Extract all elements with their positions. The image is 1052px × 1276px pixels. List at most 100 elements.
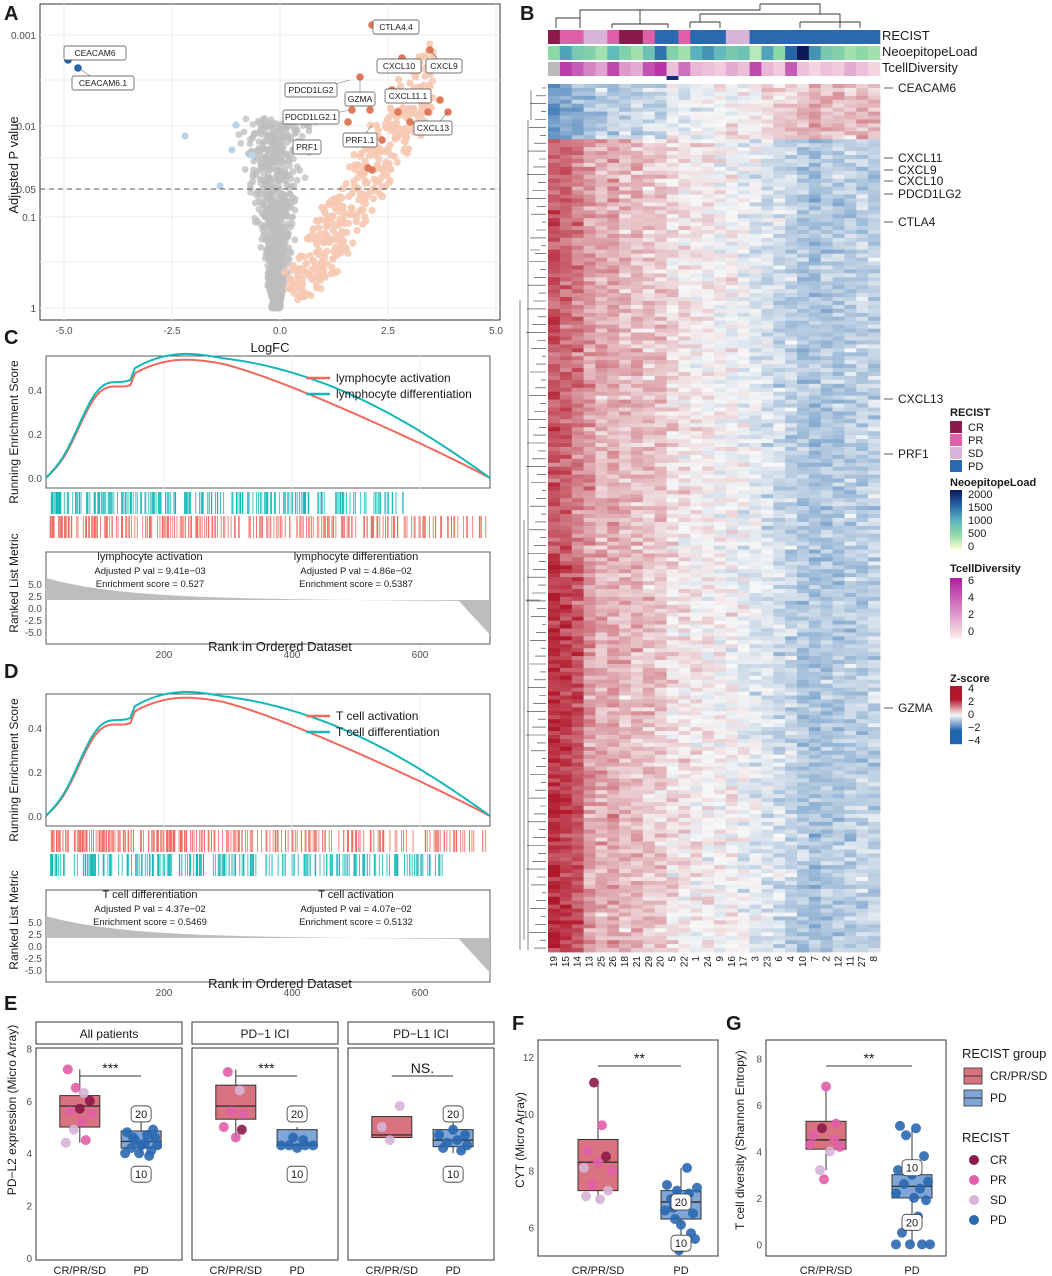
heatmap-cell [820,364,833,369]
heatmap-cell [666,486,679,491]
heatmap-cell [607,557,620,562]
heatmap-cell [761,304,774,310]
gene-label: CXCL13 [417,123,449,133]
heatmap-cell [642,119,656,124]
heatmap-cell [666,155,679,160]
heatmap-cell [749,198,762,203]
heatmap-cell [631,419,644,424]
heatmap-cell [737,407,750,412]
heatmap-cell [690,364,703,369]
heatmap-cell [559,443,573,448]
heatmap-cell [749,458,762,464]
heatmap-cell [690,415,703,420]
heatmap-cell [749,360,762,365]
heatmap-cell [607,182,620,187]
heatmap-cell [868,241,881,247]
heatmap-cell [678,474,691,479]
point-up-light [322,222,330,231]
heatmap-cell [642,107,656,113]
heatmap-cell [820,99,833,105]
heatmap-cell [797,210,810,215]
heatmap-cell [844,427,857,432]
heatmap-cell [690,379,703,385]
heatmap-cell [737,510,750,515]
heatmap-cell [678,226,691,231]
heatmap-cell [619,379,632,385]
heatmap-cell [631,257,644,262]
heatmap-cell [559,372,573,377]
heatmap-cell [678,352,691,357]
heatmap-cell [749,155,762,160]
heatmap-cell [844,178,857,184]
heatmap-cell [785,458,798,464]
heatmap-cell [832,391,845,397]
heatmap-cell [773,561,786,566]
heatmap-cell [583,525,596,531]
annotation-cell-tcell [607,62,620,76]
heatmap-cell [797,265,810,270]
heatmap-cell [690,119,703,124]
heatmap-cell [725,257,739,262]
heatmap-cell [832,99,845,105]
heatmap-cell [773,348,786,353]
heatmap-cell [678,174,691,180]
heatmap-cell [583,119,596,124]
point-up-light [299,267,307,275]
heatmap-cell [749,502,762,507]
heatmap-cell [749,569,762,574]
heatmap-cell [642,229,656,235]
heatmap-cell [666,340,679,345]
heatmap-cell [548,241,561,247]
heatmap-cell [690,498,703,503]
heatmap-cell [702,285,715,290]
heatmap-cell [773,553,786,558]
heatmap-cell [773,510,786,515]
heatmap-cell [548,494,561,499]
heatmap-cell [666,462,679,468]
heatmap-cell [844,498,857,503]
heatmap-cell [725,364,739,369]
heatmap-cell [642,514,656,519]
heatmap-cell [856,344,869,349]
heatmap-cell [548,545,561,550]
heatmap-cell [583,391,596,397]
heatmap-cell [559,498,573,503]
heatmap-cell [808,462,822,468]
heatmap-cell [832,190,845,195]
heatmap-cell [761,356,774,361]
heatmap-cell [583,419,596,424]
heatmap-cell [808,446,822,452]
heatmap-cell [773,249,786,255]
heatmap-cell [654,446,667,452]
heatmap-cell [868,549,881,554]
heatmap-cell [773,147,786,152]
heatmap-cell [548,395,561,401]
heatmap-cell [583,186,596,191]
heatmap-cell [619,202,632,207]
heatmap-cell [690,439,703,444]
heatmap-cell [631,439,644,444]
heatmap-cell [785,537,798,543]
heatmap-cell [654,533,667,539]
heatmap-cell [714,340,727,345]
heatmap-cell [666,403,679,408]
heatmap-cell [583,458,596,464]
heatmap-cell [820,265,833,270]
annotation-cell-neoepitope [607,46,620,60]
heatmap-cell [844,95,857,101]
heatmap-cell [761,482,774,487]
heatmap-cell [607,170,620,176]
heatmap-cell [654,178,667,184]
annotation-cell-neoepitope [785,46,798,60]
heatmap-cell [619,155,632,160]
heatmap-cell [619,557,632,562]
heatmap-cell [595,233,608,239]
heatmap-cell [548,194,561,199]
heatmap-cell [737,237,750,243]
heatmap-cell [725,127,739,132]
heatmap-cell [773,368,786,373]
heatmap-cell [797,368,810,373]
heatmap-cell [595,293,608,298]
heatmap-cell [666,111,679,116]
heatmap-cell [785,518,798,523]
